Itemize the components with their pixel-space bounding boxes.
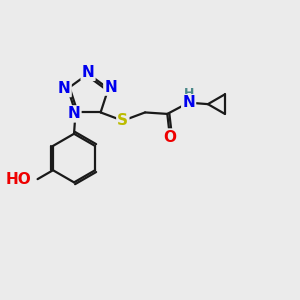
Text: N: N <box>58 81 70 96</box>
Text: H: H <box>184 87 194 100</box>
Text: S: S <box>117 113 128 128</box>
Text: O: O <box>163 130 176 145</box>
Text: N: N <box>68 106 80 122</box>
Text: N: N <box>82 65 94 80</box>
Text: N: N <box>182 95 195 110</box>
Text: N: N <box>104 80 117 94</box>
Text: HO: HO <box>5 172 31 187</box>
